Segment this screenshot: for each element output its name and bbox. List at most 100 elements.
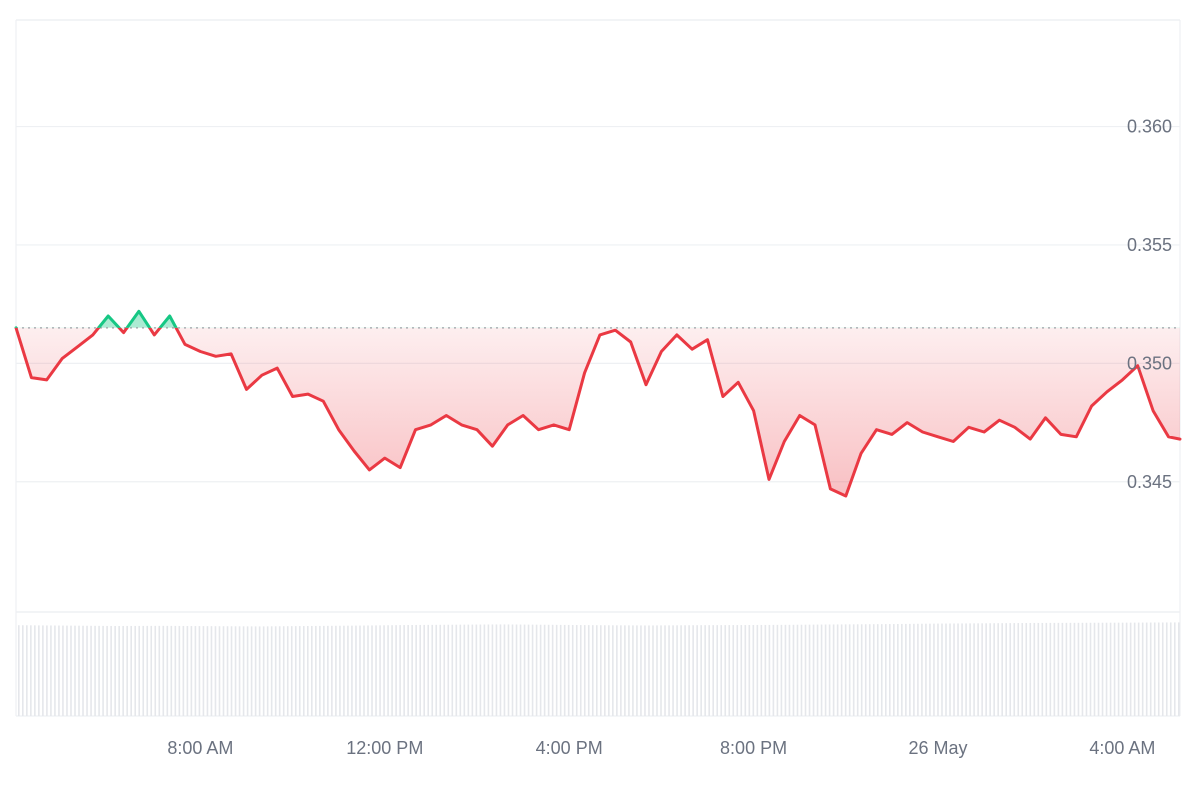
volume-bar	[258, 626, 261, 716]
x-tick-label: 12:00 PM	[346, 738, 423, 758]
volume-bar	[507, 624, 510, 716]
volume-bar	[897, 623, 899, 716]
volume-bar	[70, 625, 72, 716]
volume-bar	[427, 624, 430, 716]
volume-bar	[403, 625, 405, 716]
volume-bar	[371, 625, 373, 716]
volume-bar	[90, 625, 92, 716]
volume-bar	[78, 625, 80, 716]
volume-bar	[591, 625, 594, 716]
volume-bar	[876, 624, 879, 716]
volume-bar	[856, 624, 859, 716]
volume-bar	[812, 624, 815, 716]
volume-bar	[162, 625, 165, 716]
volume-bar	[254, 626, 257, 716]
volume-bar	[1153, 622, 1156, 716]
volume-bar	[808, 624, 811, 716]
volume-bar	[315, 625, 317, 716]
volume-bar	[359, 625, 361, 716]
volume-bar	[210, 626, 213, 716]
volume-bar	[1161, 622, 1164, 716]
area-fill-above-baseline	[16, 311, 1180, 328]
volume-bar	[94, 625, 96, 716]
volume-bar	[98, 625, 100, 716]
volume-bar	[455, 624, 458, 716]
x-axis-tick-labels: 8:00 AM 12:00 PM 4:00 PM 8:00 PM 26 May 4:00 …	[167, 738, 1155, 758]
volume-bar	[1141, 622, 1144, 716]
volume-bar	[387, 625, 389, 716]
volume-bar	[985, 623, 987, 716]
volume-bar	[1121, 622, 1124, 716]
volume-bar	[1089, 622, 1092, 716]
volume-bar	[471, 624, 474, 716]
volume-bar	[178, 625, 181, 716]
volume-bar	[949, 623, 951, 716]
volume-bar	[1097, 622, 1100, 716]
volume-bar	[495, 624, 498, 716]
volume-bar	[1005, 623, 1008, 716]
volume-bar	[34, 625, 36, 716]
volume-bar	[170, 625, 173, 716]
volume-bar	[335, 625, 337, 716]
volume-bar	[539, 624, 542, 716]
x-tick-label: 26 May	[908, 738, 967, 758]
volume-bar	[1173, 622, 1176, 716]
volume-bar	[1105, 622, 1108, 716]
volume-bar	[238, 626, 241, 716]
volume-bar	[551, 624, 554, 716]
volume-bar	[250, 626, 253, 716]
volume-bar	[138, 625, 141, 716]
volume-bar	[824, 624, 827, 716]
volume-bar	[921, 623, 923, 716]
volume-bar	[38, 625, 40, 716]
volume-bar	[668, 625, 670, 716]
volume-bar	[884, 624, 887, 716]
volume-bar	[274, 626, 277, 716]
price-line-below-baseline	[14, 327, 1182, 498]
volume-bar	[1037, 622, 1040, 716]
volume-bar	[339, 625, 341, 716]
volume-bar	[114, 625, 116, 716]
volume-bar	[616, 625, 618, 716]
volume-bar	[587, 625, 590, 716]
volume-bar	[640, 625, 642, 716]
volume-bar	[1009, 623, 1012, 716]
volume-bar	[760, 624, 763, 716]
volume-bar	[270, 626, 273, 716]
volume-bar	[880, 624, 883, 716]
volume-bar	[848, 624, 851, 716]
volume-bar	[752, 624, 755, 716]
volume-bar	[214, 626, 217, 716]
volume-bar	[319, 625, 321, 716]
volume-bar	[977, 623, 979, 716]
volume-bar	[531, 624, 534, 716]
volume-bar	[660, 625, 662, 716]
volume-bar	[776, 624, 779, 716]
volume-bar	[327, 625, 329, 716]
volume-bar	[981, 623, 983, 716]
volume-bar	[620, 625, 622, 716]
volume-bar	[929, 623, 931, 716]
volume-bar	[58, 625, 60, 716]
volume-bar	[1133, 622, 1136, 716]
volume-bar	[913, 623, 915, 716]
volume-bar	[447, 624, 450, 716]
volume-bar	[945, 623, 947, 716]
volume-bar	[146, 625, 149, 716]
volume-bar	[905, 623, 907, 716]
volume-bar	[628, 625, 630, 716]
volume-bar	[1157, 622, 1160, 716]
volume-bar	[150, 625, 153, 716]
volume-bar	[186, 625, 189, 716]
volume-bar	[383, 625, 385, 716]
volume-bar	[1069, 622, 1072, 716]
volume-bar	[463, 624, 466, 716]
volume-bar	[290, 626, 293, 716]
volume-bar	[158, 625, 161, 716]
volume-bar	[816, 624, 819, 716]
volume-bar	[612, 625, 614, 716]
volume-bar	[459, 624, 462, 716]
volume-bar	[1057, 622, 1060, 716]
volume-bar	[708, 625, 710, 716]
volume-bar	[1061, 622, 1064, 716]
